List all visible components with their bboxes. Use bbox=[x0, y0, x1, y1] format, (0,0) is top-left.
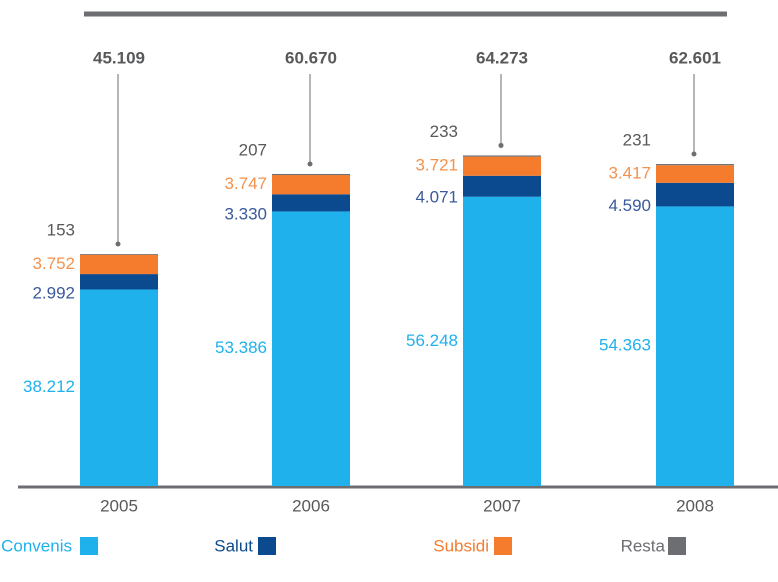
value-label: 233 bbox=[430, 122, 458, 141]
legend-swatch bbox=[668, 537, 686, 555]
bar-segment bbox=[656, 165, 734, 183]
legend-swatch bbox=[494, 537, 512, 555]
total-label: 60.670 bbox=[285, 48, 337, 67]
bar-segment bbox=[656, 164, 734, 166]
x-tick-label: 2008 bbox=[676, 496, 714, 515]
value-label: 4.071 bbox=[415, 188, 458, 207]
value-label: 231 bbox=[623, 131, 651, 150]
value-label: 53.386 bbox=[215, 338, 267, 357]
value-label: 56.248 bbox=[406, 331, 458, 350]
value-label: 4.590 bbox=[608, 196, 651, 215]
value-label: 3.721 bbox=[415, 156, 458, 175]
bar-segment bbox=[80, 289, 158, 486]
bar-segment bbox=[272, 175, 350, 195]
legend-swatch bbox=[258, 537, 276, 555]
leader-dot bbox=[307, 161, 313, 167]
value-label: 3.752 bbox=[32, 254, 75, 273]
leader-dot bbox=[115, 241, 121, 247]
total-label: 64.273 bbox=[476, 48, 528, 67]
bar-segment bbox=[80, 274, 158, 290]
bar-segment bbox=[272, 211, 350, 487]
legend-label: Subsidi bbox=[433, 536, 489, 555]
bar-segment bbox=[656, 182, 734, 207]
value-label: 38.212 bbox=[23, 377, 75, 396]
value-label: 3.417 bbox=[608, 164, 651, 183]
x-tick-label: 2005 bbox=[100, 496, 138, 515]
bar-segment bbox=[80, 254, 158, 255]
legend-swatch bbox=[80, 537, 98, 555]
value-label: 3.330 bbox=[224, 204, 267, 223]
bar-segment bbox=[272, 194, 350, 212]
legend-label: Convenis bbox=[1, 536, 72, 555]
legend-label: Salut bbox=[214, 536, 253, 555]
total-label: 62.601 bbox=[669, 48, 721, 67]
bar-segment bbox=[463, 196, 541, 486]
leader-dot bbox=[498, 142, 504, 148]
bar-segment bbox=[463, 175, 541, 197]
value-label: 3.747 bbox=[224, 174, 267, 193]
bar-segment bbox=[80, 254, 158, 275]
x-tick-label: 2007 bbox=[483, 496, 521, 515]
bar-segment bbox=[272, 173, 350, 176]
value-label: 153 bbox=[47, 220, 75, 239]
bar-segment bbox=[656, 206, 734, 487]
bar-segment bbox=[463, 155, 541, 157]
bar-segment bbox=[463, 156, 541, 176]
legend-label: Resta bbox=[621, 536, 666, 555]
value-label: 207 bbox=[239, 140, 267, 159]
leader-dot bbox=[691, 151, 697, 157]
total-label: 45.109 bbox=[93, 48, 145, 67]
value-label: 54.363 bbox=[599, 336, 651, 355]
x-tick-label: 2006 bbox=[292, 496, 330, 515]
value-label: 2.992 bbox=[32, 283, 75, 302]
